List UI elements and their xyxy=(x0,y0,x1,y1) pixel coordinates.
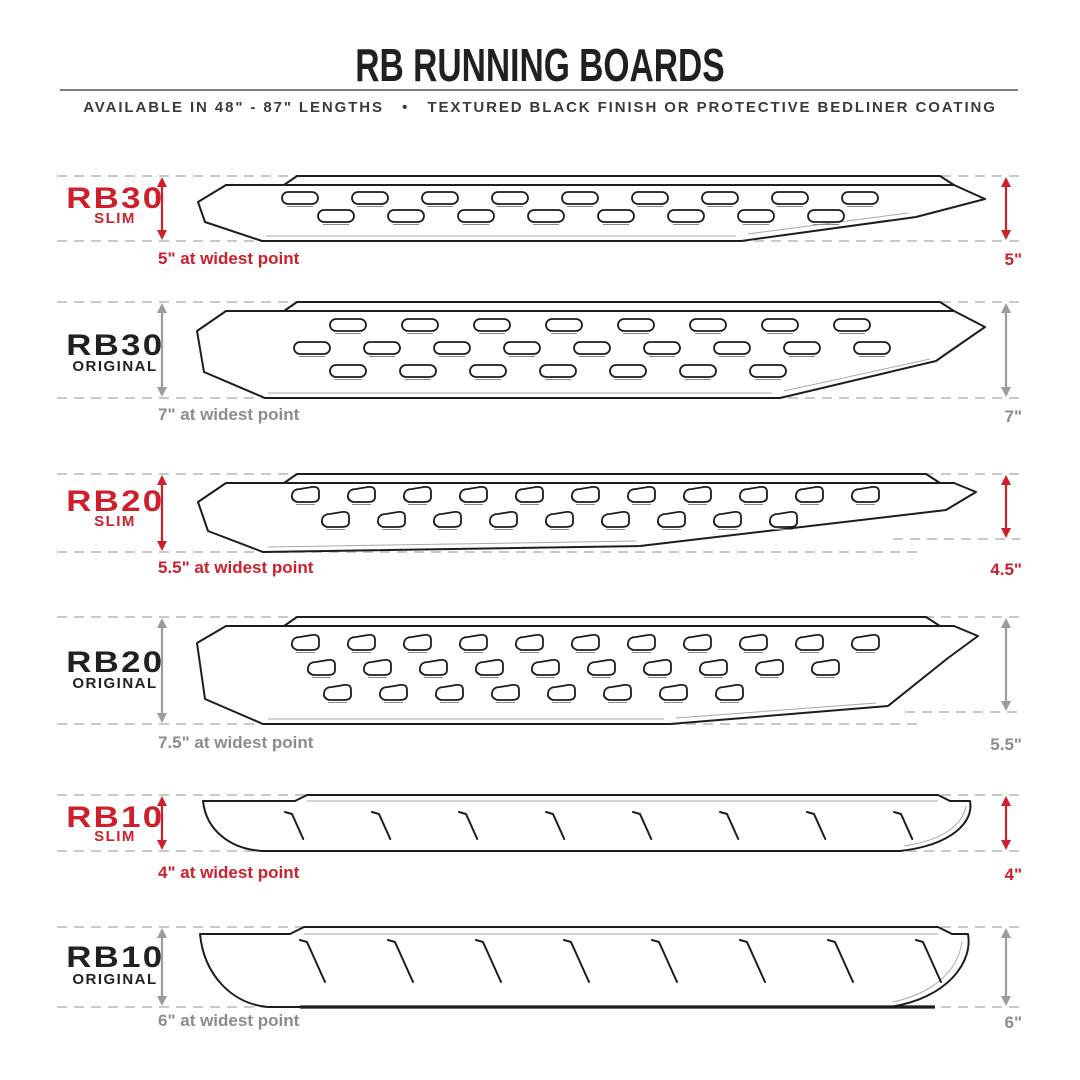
vertical-dimension-arrow-icon xyxy=(1001,177,1011,240)
variant-label-rb10-slim: SLIM xyxy=(94,828,136,845)
variant-label-rb30-slim: SLIM xyxy=(94,210,136,227)
board-drawing-rb10-slim xyxy=(202,794,972,852)
page-subtitle: AVAILABLE IN 48" - 87" LENGTHS • TEXTURE… xyxy=(83,99,997,116)
widest-point-label-rb30-original: 7" at widest point xyxy=(158,405,300,424)
widest-point-label-rb10-original: 6" at widest point xyxy=(158,1011,300,1030)
widest-point-label-rb30-slim: 5" at widest point xyxy=(158,249,300,268)
model-label-rb20-slim: RB20 xyxy=(36,487,194,517)
variant-label-rb20-slim: SLIM xyxy=(94,513,136,530)
widest-point-label-rb10-slim: 4" at widest point xyxy=(158,863,300,882)
model-label-rb30-original: RB30 xyxy=(36,331,194,361)
title-wrap: RB RUNNING BOARDS xyxy=(0,42,1080,88)
vertical-dimension-arrow-icon xyxy=(157,475,167,551)
model-text: RB10 xyxy=(65,801,165,834)
vertical-dimension-arrow-icon xyxy=(1001,796,1011,850)
board-drawing-rb20-original xyxy=(196,616,979,725)
end-height-label-rb20-slim: 4.5" xyxy=(990,560,1022,579)
model-label-rb30-slim: RB30 xyxy=(36,184,194,214)
vertical-dimension-arrow-icon xyxy=(157,618,167,723)
board-drawing-rb20-slim xyxy=(197,473,977,553)
end-height-label-rb30-slim: 5" xyxy=(1004,250,1022,269)
vertical-dimension-arrow-icon xyxy=(157,796,167,850)
vertical-dimension-arrow-icon xyxy=(157,303,167,397)
variant-label-rb10-original: ORIGINAL xyxy=(72,971,158,988)
vertical-dimension-arrow-icon xyxy=(1001,475,1011,538)
board-drawing-rb10-original xyxy=(199,926,970,1009)
variant-label-rb20-original: ORIGINAL xyxy=(72,675,158,692)
title-divider xyxy=(60,89,1018,91)
model-text: RB10 xyxy=(65,941,165,974)
dashed-guides xyxy=(57,175,1020,1008)
variant-label-rb30-original: ORIGINAL xyxy=(72,358,158,375)
end-height-label-rb10-original: 6" xyxy=(1004,1013,1022,1032)
model-text: RB30 xyxy=(65,182,165,215)
model-text: RB30 xyxy=(65,329,165,362)
end-height-label-rb30-original: 7" xyxy=(1004,407,1022,426)
model-text: RB20 xyxy=(65,646,165,679)
vertical-dimension-arrow-icon xyxy=(157,177,167,240)
vertical-dimension-arrow-icon xyxy=(1001,303,1011,397)
vertical-dimension-arrow-icon xyxy=(1001,618,1011,711)
dimension-arrows xyxy=(157,177,1011,1006)
vertical-dimension-arrow-icon xyxy=(1001,928,1011,1006)
model-label-rb10-original: RB10 xyxy=(36,943,194,973)
end-height-label-rb10-slim: 4" xyxy=(1004,865,1022,884)
board-drawing-rb30-slim xyxy=(197,175,986,242)
widest-point-label-rb20-slim: 5.5" at widest point xyxy=(158,558,314,577)
end-height-label-rb20-original: 5.5" xyxy=(990,735,1022,754)
page-title: RB RUNNING BOARDS xyxy=(355,39,725,91)
model-text: RB20 xyxy=(65,485,165,518)
widest-point-label-rb20-original: 7.5" at widest point xyxy=(158,733,314,752)
board-drawing-rb30-original xyxy=(196,301,986,399)
model-label-rb10-slim: RB10 xyxy=(36,803,194,833)
vertical-dimension-arrow-icon xyxy=(157,928,167,1006)
model-label-rb20-original: RB20 xyxy=(36,648,194,678)
